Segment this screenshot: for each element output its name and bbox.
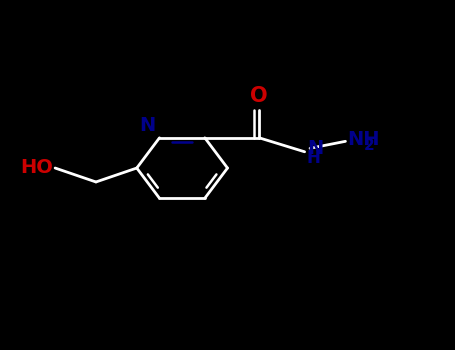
Text: O: O — [250, 86, 268, 106]
Text: N: N — [307, 139, 323, 158]
Text: NH: NH — [348, 130, 380, 149]
Text: HO: HO — [20, 158, 53, 177]
Text: H: H — [307, 149, 321, 167]
Text: 2: 2 — [364, 138, 374, 153]
Text: N: N — [140, 116, 156, 135]
